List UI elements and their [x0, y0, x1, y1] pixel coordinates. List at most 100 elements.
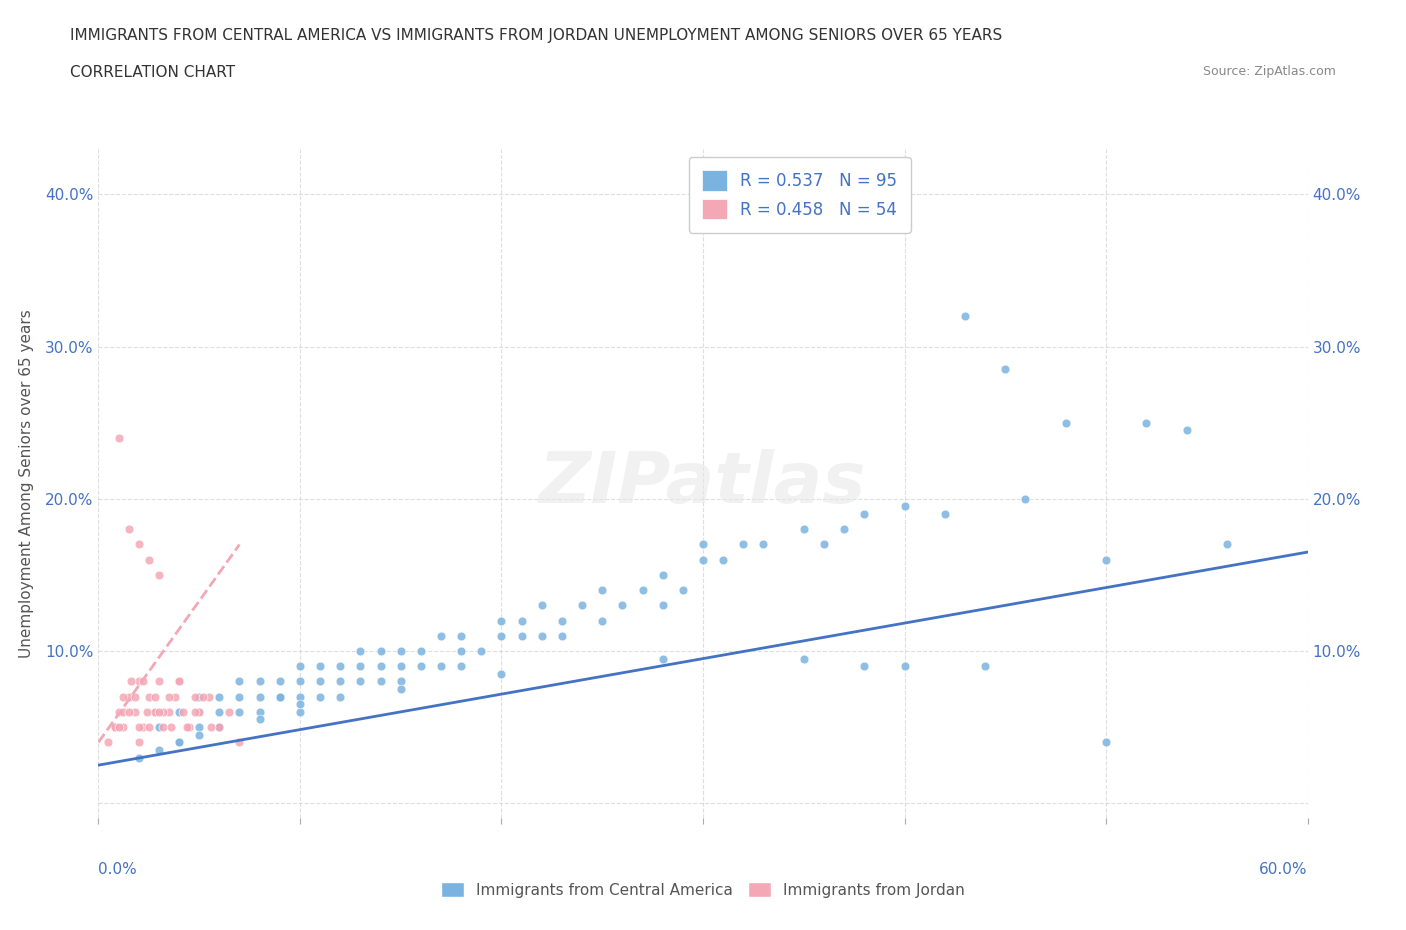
Point — [491, 667, 513, 682]
Point — [591, 613, 613, 628]
Point — [148, 674, 170, 689]
Point — [143, 704, 166, 719]
Point — [349, 674, 371, 689]
Point — [389, 658, 412, 673]
Point — [249, 689, 271, 704]
Point — [793, 522, 815, 537]
Point — [450, 644, 472, 658]
Point — [111, 689, 134, 704]
Point — [163, 689, 186, 704]
Point — [370, 674, 392, 689]
Y-axis label: Unemployment Among Seniors over 65 years: Unemployment Among Seniors over 65 years — [18, 310, 34, 658]
Point — [176, 720, 198, 735]
Point — [953, 309, 976, 324]
Point — [1135, 416, 1157, 431]
Point — [103, 720, 125, 735]
Point — [288, 674, 311, 689]
Point — [430, 658, 453, 673]
Point — [179, 720, 201, 735]
Point — [510, 629, 533, 644]
Point — [893, 499, 915, 514]
Point — [530, 629, 553, 644]
Point — [128, 720, 150, 735]
Point — [591, 583, 613, 598]
Point — [389, 682, 412, 697]
Point — [167, 674, 190, 689]
Point — [288, 658, 311, 673]
Point — [148, 742, 170, 757]
Point — [309, 658, 332, 673]
Point — [430, 629, 453, 644]
Point — [269, 689, 291, 704]
Point — [188, 704, 211, 719]
Point — [651, 598, 673, 613]
Point — [157, 704, 180, 719]
Point — [329, 689, 352, 704]
Point — [135, 704, 157, 719]
Point — [138, 689, 160, 704]
Point — [97, 735, 120, 750]
Point — [409, 658, 432, 673]
Point — [269, 689, 291, 704]
Point — [218, 704, 240, 719]
Point — [551, 629, 574, 644]
Point — [208, 720, 231, 735]
Point — [148, 720, 170, 735]
Text: 0.0%: 0.0% — [98, 862, 138, 877]
Point — [208, 720, 231, 735]
Point — [184, 689, 207, 704]
Point — [172, 704, 194, 719]
Point — [132, 720, 155, 735]
Point — [631, 583, 654, 598]
Point — [198, 689, 221, 704]
Point — [143, 704, 166, 719]
Point — [208, 720, 231, 735]
Point — [128, 674, 150, 689]
Point — [450, 629, 472, 644]
Point — [249, 704, 271, 719]
Point — [672, 583, 695, 598]
Point — [160, 720, 183, 735]
Point — [491, 613, 513, 628]
Point — [184, 704, 207, 719]
Point — [752, 537, 775, 551]
Point — [530, 598, 553, 613]
Point — [1014, 491, 1036, 506]
Point — [571, 598, 593, 613]
Point — [200, 720, 222, 735]
Point — [692, 552, 714, 567]
Point — [692, 537, 714, 551]
Point — [813, 537, 835, 551]
Point — [179, 720, 201, 735]
Point — [288, 689, 311, 704]
Point — [193, 689, 215, 704]
Point — [208, 689, 231, 704]
Point — [893, 658, 915, 673]
Point — [118, 689, 141, 704]
Point — [329, 658, 352, 673]
Point — [370, 644, 392, 658]
Point — [409, 644, 432, 658]
Point — [329, 674, 352, 689]
Point — [188, 727, 211, 742]
Point — [349, 644, 371, 658]
Point — [269, 674, 291, 689]
Point — [733, 537, 755, 551]
Point — [188, 704, 211, 719]
Point — [152, 720, 174, 735]
Text: CORRELATION CHART: CORRELATION CHART — [70, 65, 235, 80]
Point — [107, 431, 129, 445]
Point — [157, 689, 180, 704]
Point — [111, 704, 134, 719]
Point — [389, 674, 412, 689]
Point — [188, 720, 211, 735]
Point — [208, 704, 231, 719]
Point — [853, 658, 876, 673]
Point — [934, 507, 956, 522]
Point — [107, 704, 129, 719]
Point — [138, 720, 160, 735]
Point — [167, 704, 190, 719]
Point — [167, 735, 190, 750]
Point — [152, 704, 174, 719]
Point — [491, 629, 513, 644]
